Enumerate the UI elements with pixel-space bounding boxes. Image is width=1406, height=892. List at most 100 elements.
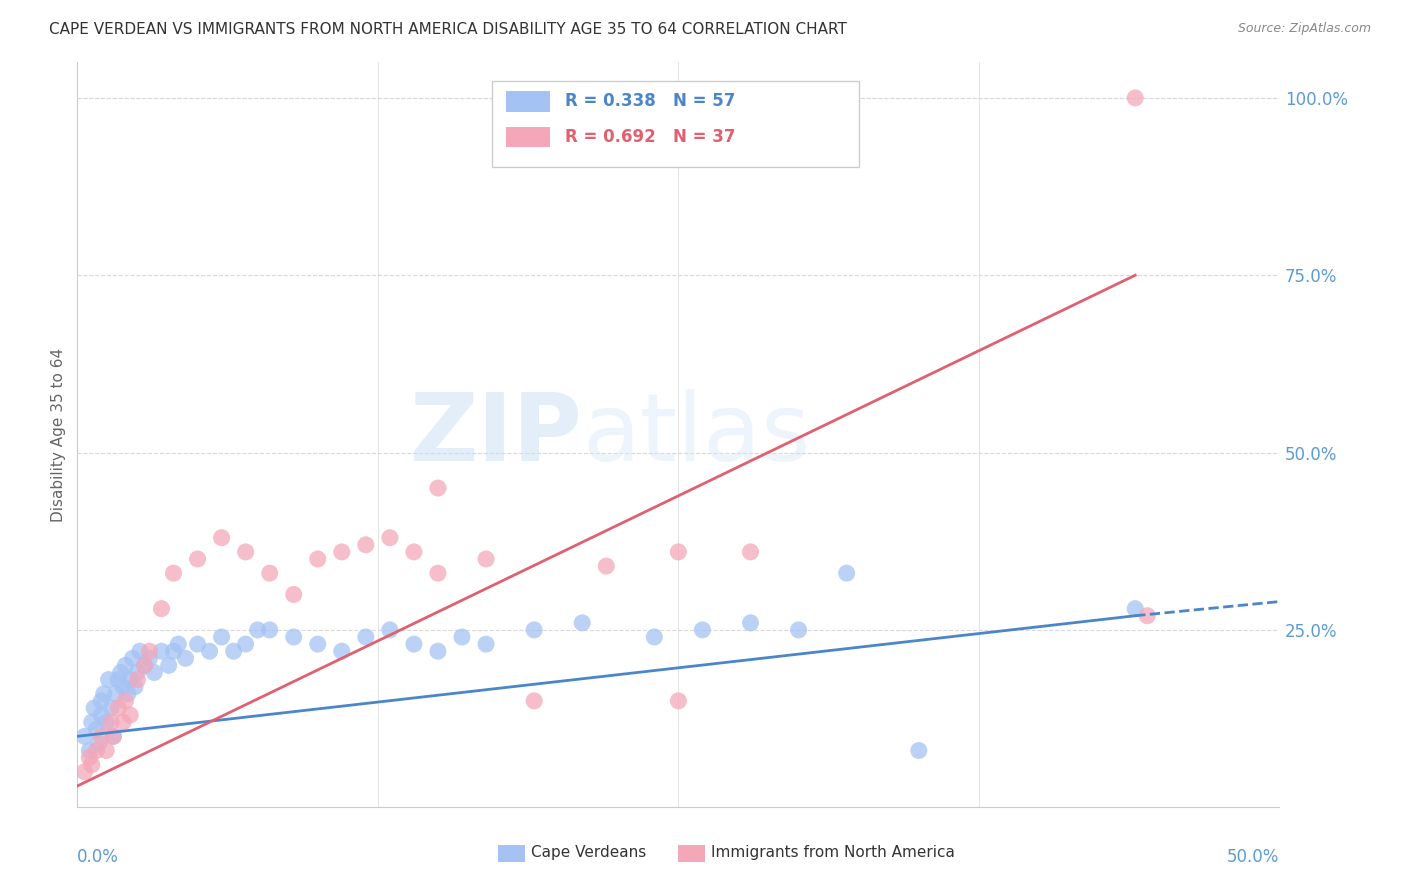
Y-axis label: Disability Age 35 to 64: Disability Age 35 to 64 [51,348,66,522]
Point [134,658,156,673]
FancyBboxPatch shape [506,127,550,147]
Point [198,644,221,658]
Point [100,715,122,730]
FancyBboxPatch shape [492,81,859,167]
Point [740,545,762,559]
Point [96,743,118,757]
Point [307,637,329,651]
Text: CAPE VERDEAN VS IMMIGRANTS FROM NORTH AMERICA DISABILITY AGE 35 TO 64 CORRELATIO: CAPE VERDEAN VS IMMIGRANTS FROM NORTH AM… [49,22,846,37]
Text: Cape Verdeans: Cape Verdeans [530,846,645,860]
Point [354,630,377,644]
Point [211,531,233,545]
Point [114,694,136,708]
Point [427,644,450,658]
Point [73,729,96,743]
Point [740,615,762,630]
Point [235,637,257,651]
Point [80,757,103,772]
Point [117,687,139,701]
Point [307,552,329,566]
Point [103,729,125,743]
Point [127,673,149,687]
Point [354,538,377,552]
Point [235,545,257,559]
Text: Immigrants from North America: Immigrants from North America [711,846,955,860]
Point [222,644,245,658]
Point [378,623,401,637]
Point [157,658,180,673]
Point [134,658,156,673]
Point [475,552,498,566]
Point [668,545,690,559]
Point [73,764,96,779]
Point [427,566,450,581]
Text: ZIP: ZIP [409,389,582,481]
Point [79,743,101,757]
Point [187,552,209,566]
Point [150,601,173,615]
Point [90,708,112,723]
Point [259,566,281,581]
Point [138,644,160,658]
Point [150,644,173,658]
Point [162,566,184,581]
Point [1136,608,1159,623]
Point [330,545,353,559]
FancyBboxPatch shape [506,91,550,112]
Point [378,531,401,545]
FancyBboxPatch shape [679,846,704,862]
Point [643,630,665,644]
Point [835,566,858,581]
Point [128,644,150,658]
Point [87,736,110,750]
Point [111,715,134,730]
Point [427,481,450,495]
Point [187,637,209,651]
Point [402,637,425,651]
Point [114,658,136,673]
Point [124,680,146,694]
Point [402,545,425,559]
Point [787,623,810,637]
Text: Source: ZipAtlas.com: Source: ZipAtlas.com [1237,22,1371,36]
Point [120,708,142,723]
Point [162,644,184,658]
Point [451,630,474,644]
Point [211,630,233,644]
Text: R = 0.338   N = 57: R = 0.338 N = 57 [565,92,735,111]
Point [110,665,132,680]
Point [167,637,190,651]
Point [93,687,115,701]
Point [283,630,305,644]
Point [246,623,269,637]
Point [103,729,125,743]
Point [668,694,690,708]
Point [138,651,160,665]
Point [86,743,108,757]
Point [523,694,546,708]
Text: 0.0%: 0.0% [77,848,120,866]
Point [107,673,129,687]
Point [143,665,166,680]
Point [121,651,143,665]
Text: R = 0.692   N = 37: R = 0.692 N = 37 [565,128,735,146]
FancyBboxPatch shape [498,846,524,862]
Text: 50.0%: 50.0% [1227,848,1279,866]
Point [83,701,105,715]
Point [174,651,197,665]
Point [86,723,108,737]
Point [1123,601,1146,615]
Point [120,673,142,687]
Point [523,623,546,637]
Point [127,665,149,680]
Text: atlas: atlas [582,389,810,481]
Point [475,637,498,651]
Point [90,694,112,708]
Point [1123,91,1146,105]
Point [571,615,593,630]
Point [100,701,122,715]
Point [283,587,305,601]
Point [259,623,281,637]
Point [692,623,714,637]
Point [595,559,617,574]
